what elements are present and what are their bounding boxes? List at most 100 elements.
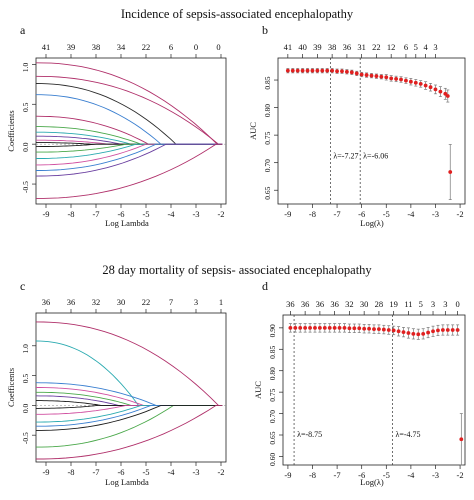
top-tick-label: 6 [404,42,408,52]
coefficient-path [36,131,223,145]
top-tick-label: 38 [92,42,101,52]
top-tick-label: 22 [372,42,381,52]
coefficient-path [36,404,223,423]
y-tick-label: 0.5 [21,102,30,112]
auc-point [347,326,352,331]
auc-point [438,89,443,94]
coefficient-path [36,142,223,145]
y-tick-label: -0.5 [21,432,30,444]
auc-point [303,325,308,330]
auc-point [285,68,290,73]
x-tick-label: -7 [92,209,99,219]
auc-point [335,69,339,74]
y-tick-label: 0.65 [268,431,277,444]
y-tick-label: 1.0 [21,344,30,354]
coefficient-path [36,135,223,145]
auc-point [290,68,295,73]
y-tick-label: 0.80 [263,104,272,117]
top-tick-label: 41 [42,42,51,52]
y-tick-label: 0.70 [268,410,277,423]
auc-point [443,91,448,96]
coefficient-path [35,75,223,145]
top-tick-label: 36 [316,299,325,309]
x-tick-label: -5 [142,467,149,477]
coefficient-path [35,143,223,177]
y-tick-label: 0.0 [21,403,30,413]
y-tick-label: -0.5 [21,181,30,193]
auc-point [330,68,335,73]
auc-point [401,330,406,335]
auc-point [418,81,423,86]
auc-point [411,331,416,336]
auc-point [389,76,394,81]
auc-point [416,332,421,337]
top-tick-label: 30 [360,299,369,309]
top-tick-label: 28 [375,299,384,309]
top-tick-label: 36 [42,297,51,307]
top-tick-label: 32 [345,299,354,309]
plot-frame [282,314,466,466]
coefficient-path [36,387,223,406]
top-tick-label: 41 [284,42,293,52]
auc-point [344,69,349,74]
top-tick-label: 36 [330,299,339,309]
auc-point [327,325,332,330]
coefficient-path [36,404,223,415]
y-tick-label: 0.85 [268,345,277,358]
auc-point [394,77,399,81]
auc-point [440,328,445,332]
auc-point [340,69,344,74]
coefficient-path [36,400,223,406]
auc-point [364,73,369,77]
x-tick-label: -4 [167,467,175,477]
x-tick-label: -5 [383,209,390,219]
auc-point [369,73,374,78]
auc-point [455,328,460,332]
y-axis-label: Coefficients [6,110,16,151]
coefficient-path [36,143,223,199]
auc-point [391,328,396,333]
x-tick-label: -9 [284,209,291,219]
x-tick-label: -9 [42,467,49,477]
auc-point [433,87,438,92]
top-tick-label: 0 [455,299,459,309]
top-tick-label: 36 [286,299,295,309]
coefficient-path [35,83,223,145]
coefficient-path [35,321,223,406]
top-tick-label: 40 [298,42,307,52]
y-tick-label: 0.5 [21,374,30,384]
plot-frame [35,57,227,205]
coefficient-path [36,139,223,145]
auc-point [310,68,315,73]
auc-point [408,79,413,84]
coefficient-path [36,143,223,166]
top-tick-label: 39 [67,42,76,52]
panel-letter: d [262,279,268,293]
lambda-annotation: λ=-6.06 [363,151,388,160]
top-tick-label: 5 [419,299,423,309]
auc-point [431,329,435,334]
top-tick-label: 3 [194,297,198,307]
auc-point [367,326,371,331]
top-tick-label: 36 [343,42,352,52]
panel-letter: b [262,23,268,37]
auc-point [448,170,453,174]
x-tick-label: -6 [358,470,365,480]
y-axis-label: Coefficents [6,368,16,407]
y-tick-label: 1.0 [21,62,30,72]
x-tick-label: -2 [217,209,224,219]
lambda-annotation: λ=-7.27 [333,151,358,160]
top-tick-label: 3 [443,299,447,309]
y-tick-label: 0.85 [263,76,272,89]
auc-point [298,325,303,330]
auc-point [337,325,342,330]
auc-point [300,68,305,73]
x-tick-label: -8 [67,467,74,477]
auc-point [317,325,322,330]
coefficient-path [36,404,223,427]
x-tick-label: -5 [383,470,390,480]
x-tick-label: -8 [67,209,74,219]
auc-point [374,74,379,79]
coefficient-path [36,94,223,145]
